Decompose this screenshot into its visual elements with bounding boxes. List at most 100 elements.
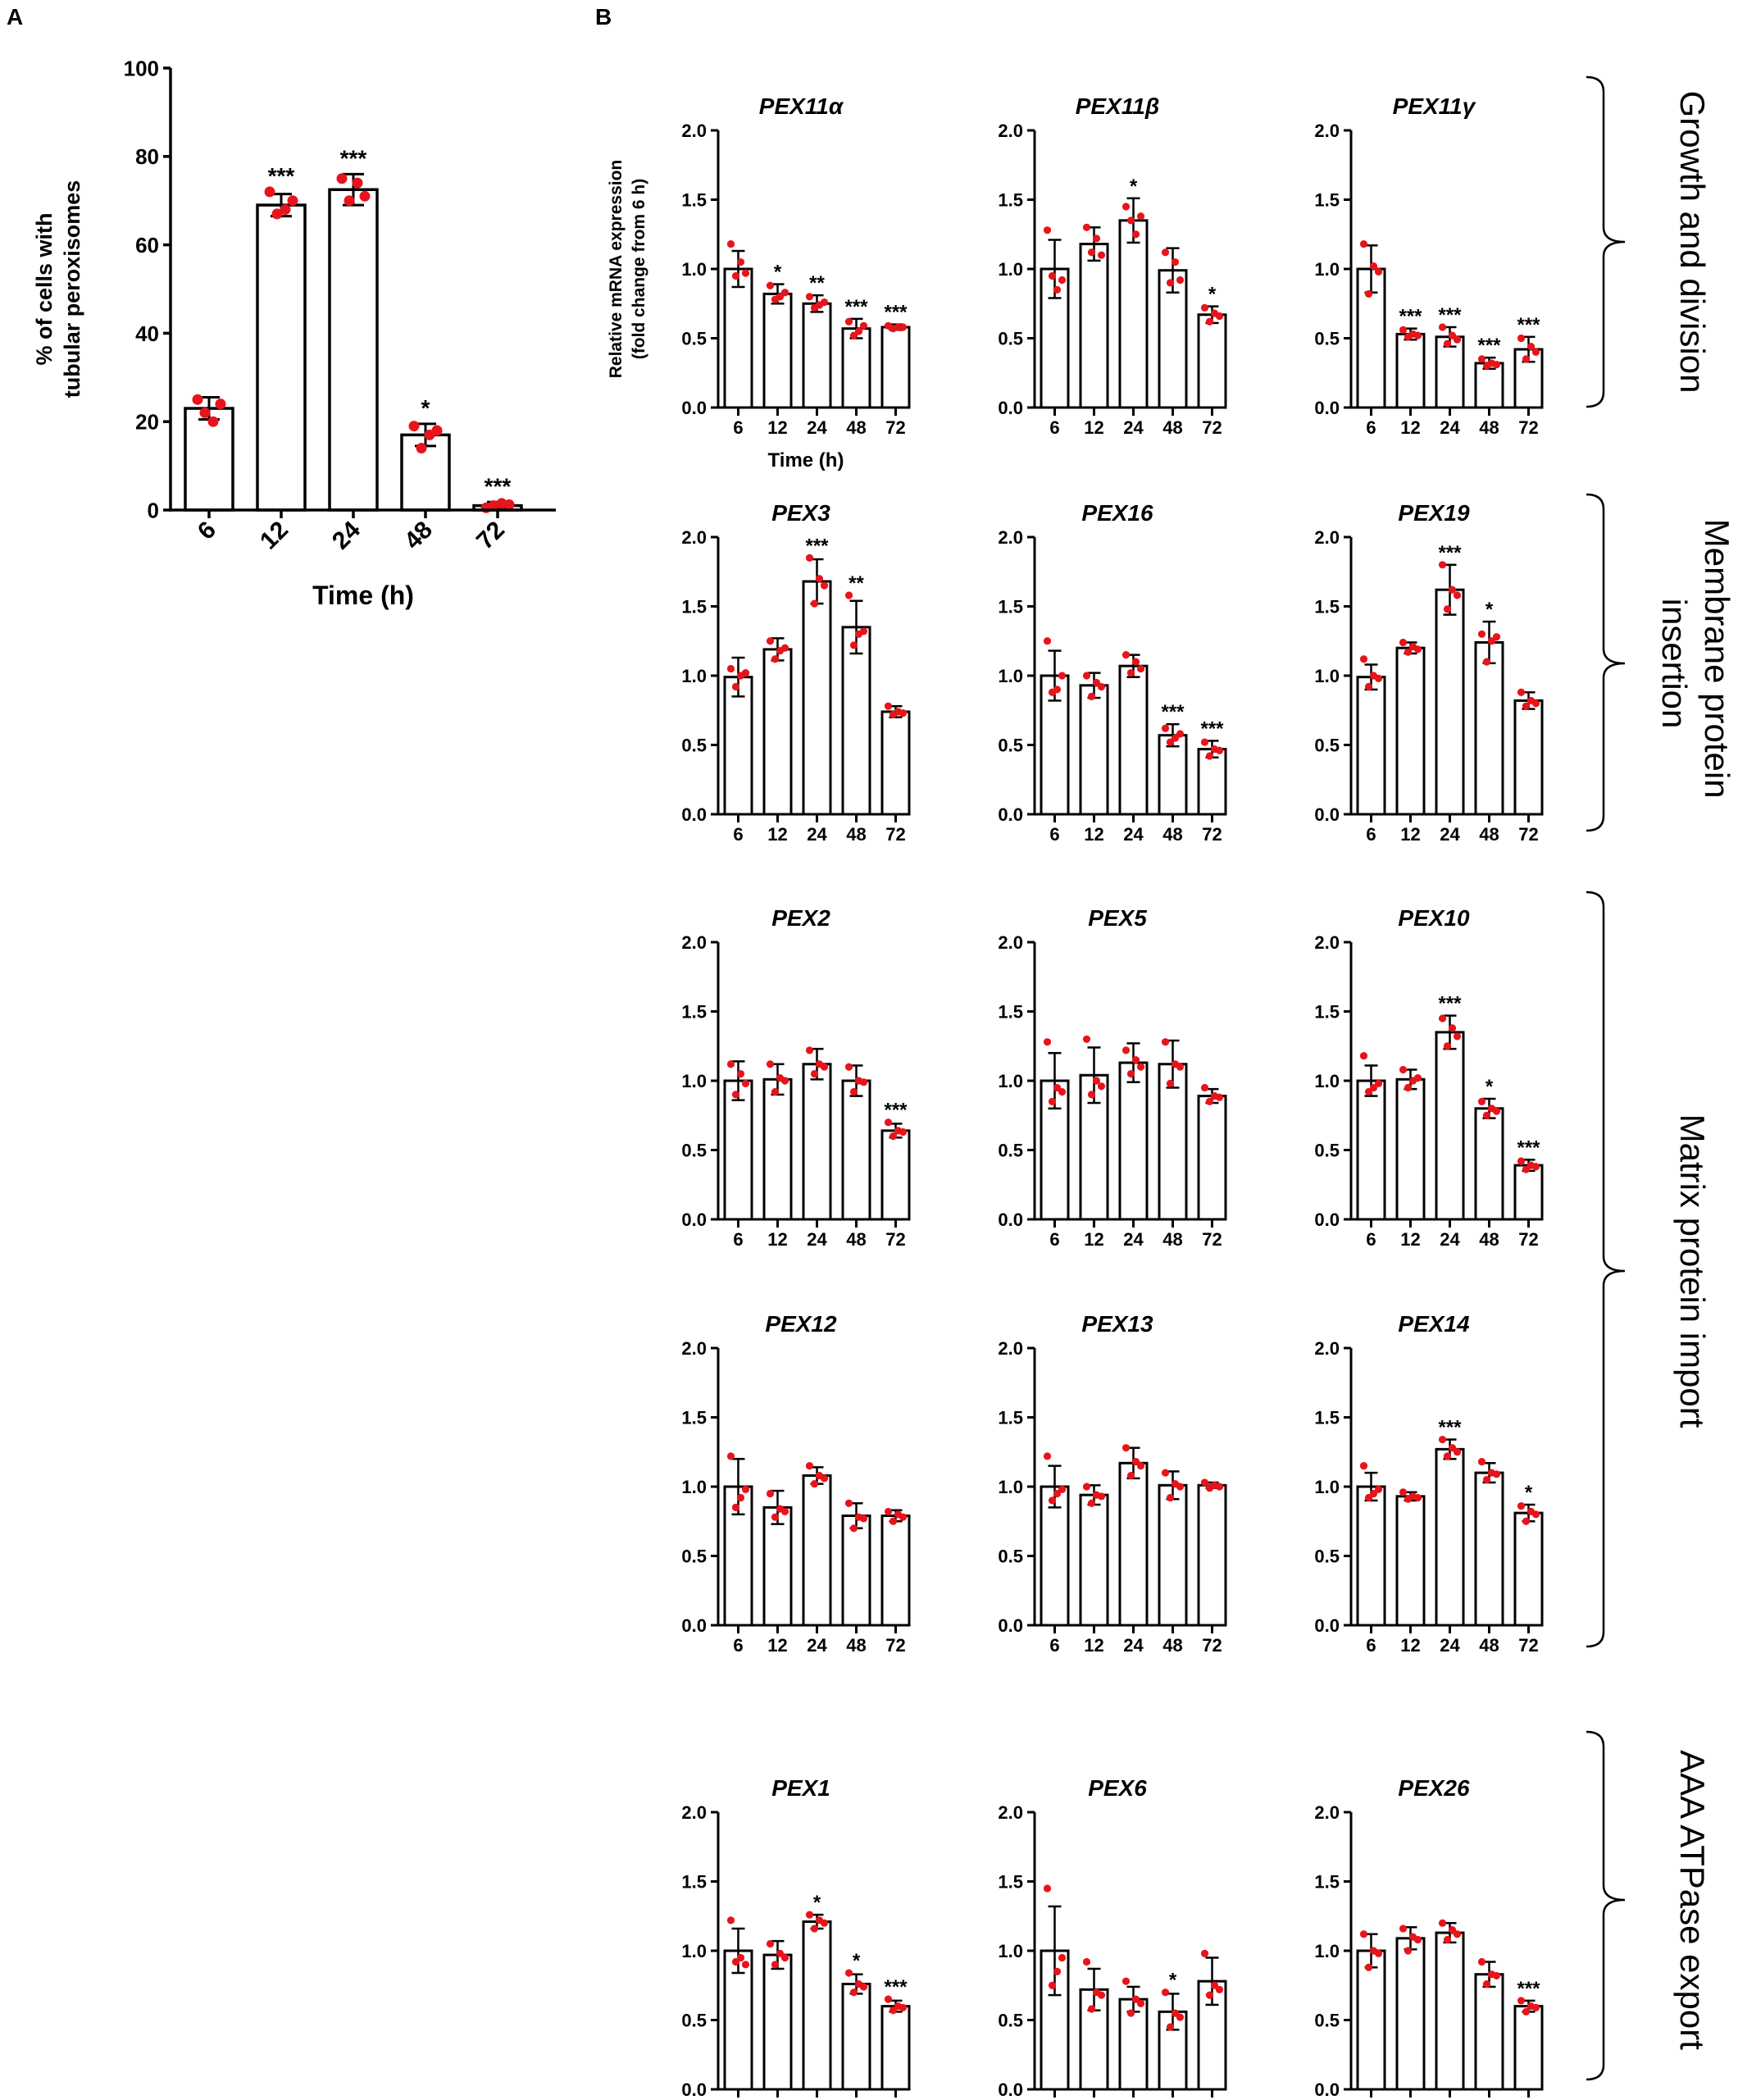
significance-marker: *** (268, 163, 295, 189)
group-label-growth-line: Growth and division (1673, 91, 1712, 394)
data-point (1453, 335, 1462, 344)
x-tick-label: 48 (1479, 1229, 1499, 1250)
bar (1158, 1483, 1188, 1627)
bracket-growth (1586, 75, 1626, 408)
bar (1356, 676, 1386, 816)
data-point (859, 1078, 868, 1086)
data-point (1166, 2023, 1175, 2031)
y-tick-label: 0.5 (681, 1140, 707, 1160)
data-point (1166, 738, 1175, 746)
significance-marker: *** (844, 296, 868, 318)
data-point (1448, 1444, 1457, 1452)
data-point (1399, 1065, 1408, 1074)
data-point (1399, 638, 1408, 647)
y-tick-label: 1.5 (1314, 1407, 1340, 1428)
y-tick-label: 0.5 (681, 1546, 707, 1566)
group-label-membrane-line-2: insertion (1655, 599, 1694, 729)
x-tick-label: 24 (1440, 824, 1460, 845)
data-point (1087, 1091, 1096, 1099)
data-point (1399, 1488, 1408, 1496)
chart-PEX16: PEX16 0.0 0.5 1.0 1.5 2.0 6 12 24 *** 48 *** 72 (998, 500, 1227, 845)
significance-marker: * (1130, 175, 1138, 198)
x-tick-label: 24 (1440, 1229, 1460, 1250)
data-point (815, 575, 824, 583)
data-point (344, 195, 355, 207)
data-point (1131, 230, 1140, 239)
bracket-matrix (1586, 891, 1626, 1648)
x-tick-label: 48 (1479, 417, 1499, 438)
data-point (1200, 1478, 1209, 1487)
data-point (1205, 1097, 1214, 1105)
bar (762, 1077, 793, 1221)
significance-marker: *** (1438, 542, 1462, 564)
bar (762, 1506, 793, 1627)
data-point (1136, 664, 1145, 673)
data-point (1210, 1981, 1219, 1989)
y-tick-label: 2.0 (681, 932, 707, 953)
panel-title: PEX14 (1398, 1311, 1470, 1337)
bar (1356, 1949, 1386, 2091)
bar (880, 710, 911, 816)
data-point (1048, 271, 1057, 280)
data-point (1359, 655, 1368, 663)
data-point (1374, 1485, 1383, 1493)
significance-marker: * (421, 395, 430, 421)
x-tick-label: 12 (767, 417, 787, 438)
data-point (1413, 1493, 1422, 1502)
data-point (1122, 651, 1131, 659)
data-point (1438, 1014, 1447, 1023)
data-point (859, 1983, 868, 1991)
data-point (1522, 2007, 1531, 2016)
y-tick-label: 0.5 (998, 328, 1023, 348)
x-tick-label: 24 (807, 1229, 827, 1250)
data-point (207, 416, 219, 427)
bar (1356, 1079, 1386, 1221)
y-tick-label: 0.0 (998, 2080, 1023, 2100)
x-tick-label: 48 (1479, 1635, 1499, 1656)
y-tick-label: 0.0 (681, 398, 707, 418)
x-tick-label: 48 (1479, 824, 1499, 845)
data-point (1053, 285, 1062, 294)
data-point (1126, 2009, 1135, 2017)
data-point (1161, 248, 1170, 257)
x-tick-label: 6 (1049, 417, 1059, 438)
chart-PEX3: PEX3 0.0 0.5 1.0 1.5 2.0 6 12 *** 24 ** 48 72 (681, 500, 911, 845)
data-point (1413, 1074, 1422, 1082)
bar (1118, 1061, 1149, 1221)
data-point (1166, 279, 1175, 287)
data-point (264, 186, 275, 198)
data-point (1122, 203, 1131, 211)
data-point (1438, 1435, 1447, 1444)
data-point (899, 1513, 908, 1521)
data-point (287, 195, 298, 207)
data-point (766, 281, 775, 289)
y-tick-label: 0.5 (681, 328, 707, 348)
x-tick-label: 24 (1440, 1635, 1460, 1656)
x-tick-label: 72 (1518, 417, 1538, 438)
data-point (844, 1063, 853, 1071)
bar (1474, 640, 1504, 816)
data-point (1058, 1087, 1067, 1096)
data-point (1053, 686, 1062, 694)
bar (1435, 588, 1465, 816)
data-point (1492, 1971, 1501, 1980)
bar (723, 267, 753, 409)
data-point (899, 709, 908, 717)
y-tick-label: 2.0 (998, 932, 1023, 953)
y-tick-label: 1.5 (681, 1871, 707, 1892)
significance-marker: *** (805, 535, 829, 557)
data-point (431, 425, 443, 436)
y-tick-label: 0.5 (1314, 735, 1340, 755)
panel-title: PEX1 (771, 1775, 830, 1801)
data-point (192, 394, 203, 405)
y-tick-label: 1.5 (998, 596, 1023, 617)
data-point (1161, 1469, 1170, 1477)
data-point (741, 1485, 750, 1493)
bar (1197, 313, 1227, 409)
data-point (1492, 1470, 1501, 1478)
x-tick-label: 24 (1123, 1229, 1144, 1250)
x-tick-label: 6 (1366, 1229, 1376, 1250)
significance-marker: * (1485, 1076, 1494, 1098)
bar (1395, 1077, 1426, 1221)
